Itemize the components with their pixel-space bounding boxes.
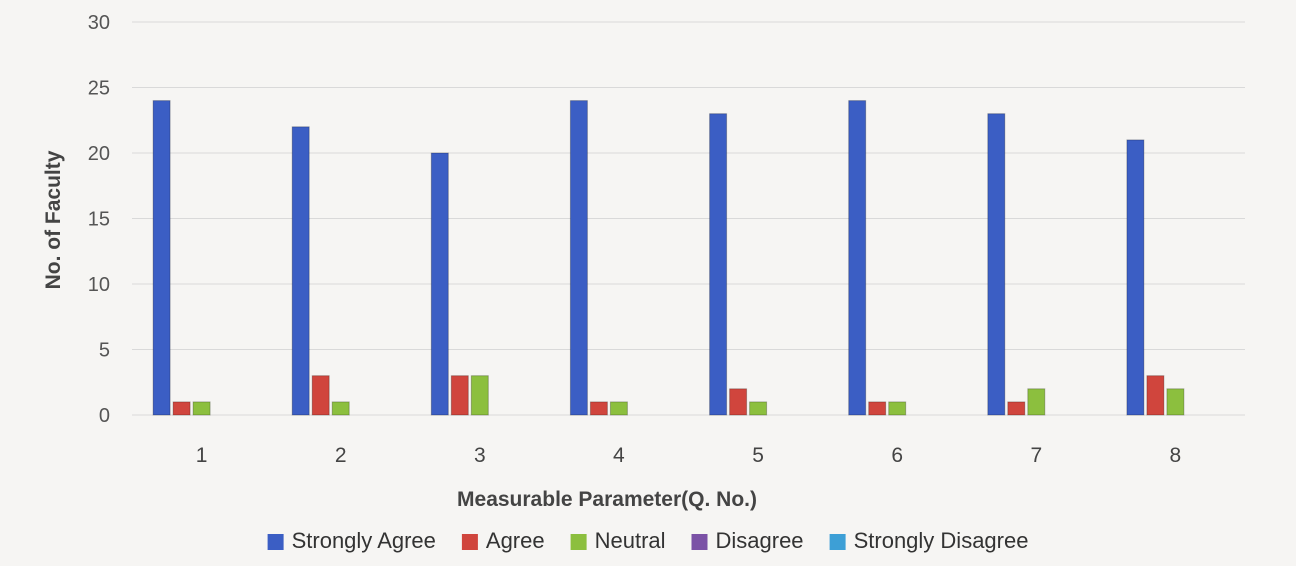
legend: Strongly Agree Agree Neutral Disagree Strong… (267, 528, 1029, 553)
y-tick-label: 0 (99, 405, 110, 427)
bar-neutral-q4 (609, 401, 628, 416)
x-tick-label: 8 (1170, 444, 1182, 467)
legend-label: Strongly Agree (292, 528, 436, 553)
bar-agree-q8 (1146, 375, 1165, 416)
y-tick-label: 30 (88, 12, 110, 34)
y-tick-label: 25 (88, 78, 110, 100)
legend-label: Neutral (595, 528, 666, 553)
bar-neutral-q1 (192, 401, 211, 416)
x-tick-label: 3 (474, 444, 486, 467)
legend-swatch (691, 534, 708, 550)
bar-strongly-agree-q6 (848, 100, 867, 416)
bar-agree-q5 (729, 388, 748, 416)
gridlines (132, 21, 1245, 416)
legend-item-neutral: Neutral (570, 528, 666, 553)
bar-strongly-agree-q2 (291, 126, 310, 416)
bar-neutral-q7 (1027, 388, 1046, 416)
y-axis-title: No. of Faculty (42, 150, 65, 289)
legend-swatch (829, 534, 846, 550)
y-axis-ticks: 0 5 10 15 20 25 30 (88, 12, 110, 427)
legend-label: Agree (486, 528, 545, 553)
x-tick-label: 7 (1030, 444, 1042, 467)
x-tick-label: 4 (613, 444, 625, 467)
bar-neutral-q3 (470, 375, 489, 416)
bar-agree-q6 (868, 401, 887, 416)
x-tick-label: 5 (752, 444, 764, 467)
x-axis-title: Measurable Parameter(Q. No.) (457, 488, 757, 511)
bars (152, 100, 1185, 416)
bar-neutral-q8 (1166, 388, 1185, 416)
y-tick-label: 10 (88, 274, 110, 296)
bar-strongly-agree-q1 (152, 100, 171, 416)
bar-strongly-agree-q7 (987, 113, 1006, 416)
bar-agree-q4 (589, 401, 608, 416)
bar-strongly-agree-q8 (1126, 139, 1145, 416)
legend-swatch (461, 534, 478, 550)
y-tick-label: 15 (88, 209, 110, 231)
bar-neutral-q2 (331, 401, 350, 416)
x-axis-ticks: 1 2 3 4 5 6 7 8 (196, 444, 1181, 467)
legend-item-strongly-agree: Strongly Agree (267, 528, 436, 553)
legend-label: Strongly Disagree (854, 528, 1029, 553)
x-tick-label: 2 (335, 444, 347, 467)
legend-swatch (570, 534, 587, 550)
legend-label: Disagree (716, 528, 804, 553)
bar-strongly-agree-q4 (569, 100, 588, 416)
y-tick-label: 20 (88, 143, 110, 165)
legend-item-disagree: Disagree (691, 528, 804, 553)
y-tick-label: 5 (99, 340, 110, 362)
legend-item-strongly-disagree: Strongly Disagree (829, 528, 1029, 553)
bar-neutral-q6 (888, 401, 907, 416)
legend-swatch (267, 534, 284, 550)
bar-strongly-agree-q3 (430, 152, 449, 416)
x-tick-label: 1 (196, 444, 208, 467)
bar-agree-q3 (450, 375, 469, 416)
bar-agree-q1 (172, 401, 191, 416)
bar-agree-q7 (1007, 401, 1026, 416)
bar-strongly-agree-q5 (709, 113, 728, 416)
bar-agree-q2 (311, 375, 330, 416)
x-tick-label: 6 (891, 444, 903, 467)
bar-neutral-q5 (749, 401, 768, 416)
legend-item-agree: Agree (461, 528, 545, 553)
